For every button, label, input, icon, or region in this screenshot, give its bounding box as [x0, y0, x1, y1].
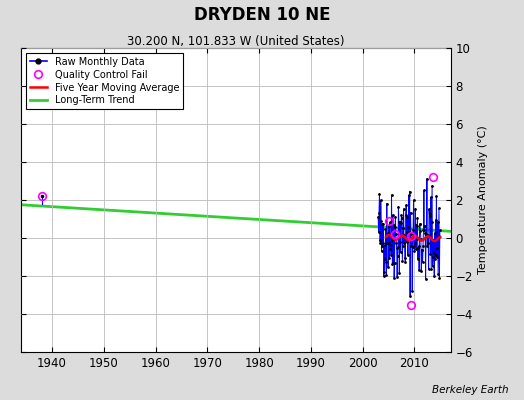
Title: 30.200 N, 101.833 W (United States): 30.200 N, 101.833 W (United States): [127, 35, 345, 48]
Legend: Raw Monthly Data, Quality Control Fail, Five Year Moving Average, Long-Term Tren: Raw Monthly Data, Quality Control Fail, …: [26, 53, 183, 109]
Text: Berkeley Earth: Berkeley Earth: [432, 385, 508, 395]
Y-axis label: Temperature Anomaly (°C): Temperature Anomaly (°C): [478, 126, 488, 274]
Text: DRYDEN 10 NE: DRYDEN 10 NE: [194, 6, 330, 24]
